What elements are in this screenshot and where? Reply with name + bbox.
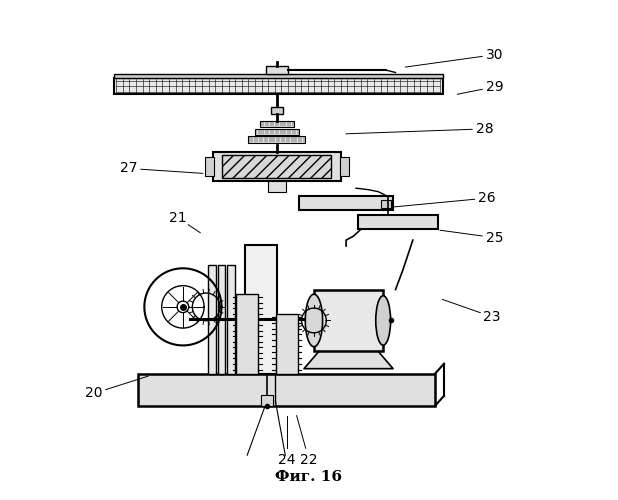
Text: 22: 22 <box>300 453 318 467</box>
Bar <box>114 74 442 78</box>
Bar <box>248 136 305 143</box>
Text: 26: 26 <box>478 191 496 205</box>
Bar <box>271 106 283 114</box>
Text: 28: 28 <box>476 122 493 136</box>
Ellipse shape <box>376 296 391 345</box>
Text: 24: 24 <box>278 453 295 467</box>
Bar <box>236 294 258 374</box>
Text: 30: 30 <box>486 48 503 62</box>
Bar <box>261 395 273 406</box>
Bar <box>114 78 442 94</box>
Text: 29: 29 <box>486 80 503 94</box>
Bar <box>381 200 391 208</box>
Bar <box>213 152 341 181</box>
Bar <box>358 216 438 229</box>
Text: Фиг. 16: Фиг. 16 <box>276 470 342 484</box>
Text: 21: 21 <box>169 211 187 225</box>
Bar <box>205 157 214 176</box>
Text: 20: 20 <box>85 386 103 400</box>
Bar <box>227 265 235 374</box>
Bar <box>299 196 393 210</box>
Bar <box>255 129 299 135</box>
Bar <box>314 290 383 352</box>
Bar <box>222 155 331 178</box>
Bar <box>245 245 277 374</box>
Text: 25: 25 <box>486 230 503 244</box>
Bar <box>208 265 216 374</box>
Bar <box>276 314 298 374</box>
Bar <box>268 181 286 192</box>
Bar <box>218 265 226 374</box>
Bar <box>260 122 294 128</box>
Text: 27: 27 <box>120 162 137 175</box>
Bar <box>340 157 349 176</box>
Text: 23: 23 <box>483 310 501 324</box>
Bar <box>266 66 288 74</box>
Bar <box>138 374 435 406</box>
Ellipse shape <box>305 294 323 346</box>
Polygon shape <box>304 352 393 368</box>
